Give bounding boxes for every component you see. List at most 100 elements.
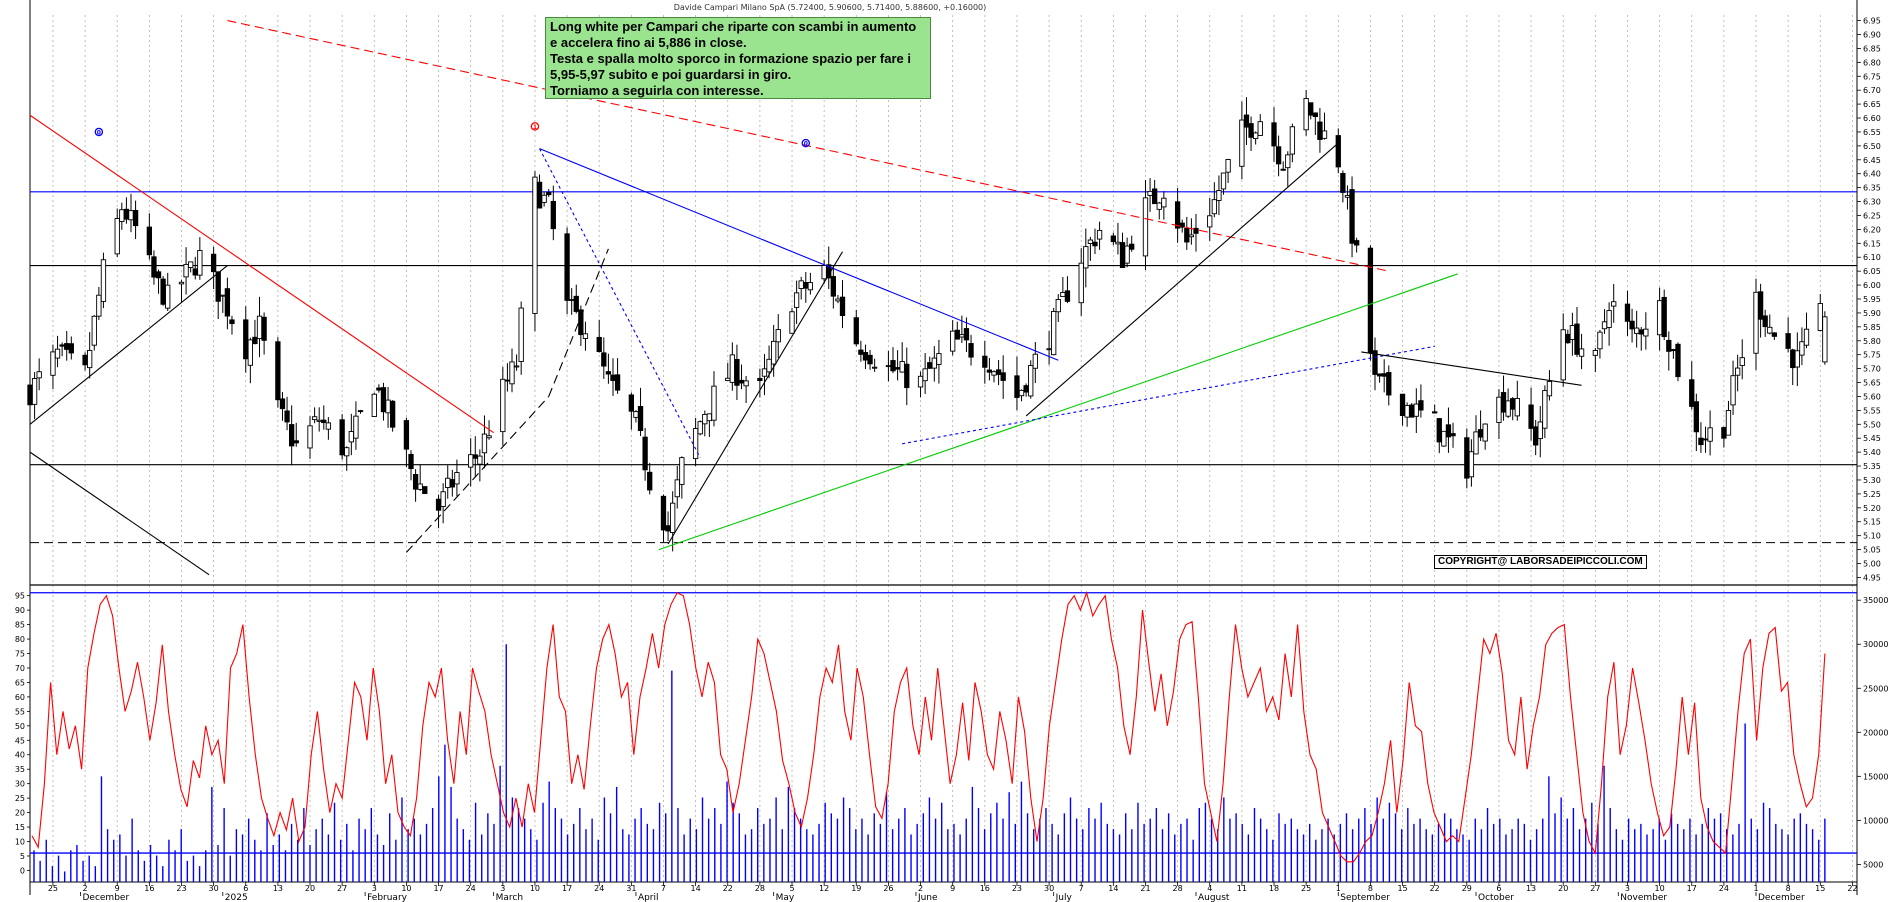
oscillator-tick-label: 45 [15, 736, 25, 745]
note-line-5: Torniamo a seguirla con interesse. [550, 83, 764, 98]
candle-up [1514, 398, 1520, 417]
candle-up [1606, 310, 1612, 328]
candle-down [27, 384, 33, 406]
candle-down [1702, 438, 1709, 441]
price-tick-label: 5.90 [1863, 309, 1881, 318]
candle-up [344, 447, 350, 457]
candle-down [1565, 333, 1571, 344]
candle-up [1560, 329, 1566, 381]
candle-up [1441, 430, 1447, 447]
candle-down [660, 495, 667, 531]
price-tick-label: 5.75 [1863, 351, 1881, 360]
trend-line [29, 114, 494, 434]
date-tick-label: 20 [1558, 884, 1568, 893]
trend-line [902, 345, 1435, 445]
candle-down [1353, 240, 1360, 246]
candle-up [1822, 316, 1828, 363]
oscillator-tick-label: 55 [15, 707, 25, 716]
candle-up [1569, 325, 1576, 340]
candle-up [1188, 234, 1195, 238]
candle-up [1018, 389, 1025, 397]
oscillator-tick-label: 20 [15, 809, 25, 818]
candle-up [917, 375, 924, 388]
candle-up [220, 294, 226, 297]
candle-down [546, 192, 552, 196]
price-tick-label: 6.10 [1863, 253, 1881, 262]
candle-down [389, 400, 396, 428]
price-tick-label: 5.40 [1863, 448, 1881, 457]
candle-up [936, 353, 942, 365]
candle-up [31, 378, 38, 405]
candle-down [293, 440, 299, 444]
candle-up [100, 259, 107, 302]
month-label: 2025 [225, 893, 248, 902]
candle-up [541, 194, 547, 203]
oscillator-tick-label: 40 [15, 751, 25, 760]
date-tick-label: 1 [1336, 884, 1341, 893]
candle-up [1817, 303, 1823, 331]
price-tick-label: 6.80 [1863, 58, 1881, 67]
date-tick-label: 16 [144, 884, 154, 893]
date-tick-label: 6 [1496, 884, 1501, 893]
candle-up [1051, 310, 1057, 356]
date-tick-label: 28 [1173, 884, 1183, 893]
date-tick-label: 10 [401, 884, 411, 893]
candle-up [1404, 405, 1410, 418]
candle-up [1303, 98, 1309, 131]
candle-down [803, 282, 809, 289]
candle-up [87, 349, 93, 369]
candle-up [1028, 365, 1034, 397]
candle-up [1285, 154, 1291, 169]
candle-down [1790, 349, 1796, 369]
volume-tick-label: 20000 [1863, 728, 1888, 737]
candle-down [1574, 323, 1580, 355]
date-tick-label: 10 [530, 884, 540, 893]
price-tick-label: 6.90 [1863, 30, 1881, 39]
candle-up [197, 250, 203, 276]
price-tick-label: 5.65 [1863, 379, 1881, 388]
candle-up [1211, 199, 1217, 215]
trend-line [658, 273, 1458, 551]
oscillator-tick-label: 0 [20, 866, 25, 875]
price-tick-label: 6.30 [1863, 198, 1881, 207]
candle-down [1464, 437, 1470, 479]
volume-tick-label: 35000 [1863, 596, 1888, 605]
candle-up [247, 339, 253, 366]
price-tick-label: 5.25 [1863, 490, 1881, 499]
candle-down [1308, 102, 1314, 116]
candle-up [1096, 229, 1103, 240]
date-tick-label: 9 [115, 884, 120, 893]
month-label: December [1758, 893, 1805, 902]
candle-down [1528, 404, 1534, 429]
candle-up [766, 358, 772, 373]
candle-down [59, 344, 65, 347]
candle-down [1418, 400, 1424, 411]
candle-up [1253, 132, 1259, 140]
candle-up [348, 431, 354, 443]
date-tick-label: 31 [626, 884, 636, 893]
candle-up [835, 298, 841, 302]
candle-down [647, 471, 653, 491]
candle-down [665, 525, 671, 532]
month-label: May [776, 893, 795, 902]
candlesticks [27, 89, 1828, 552]
candle-up [481, 433, 488, 454]
trend-line [539, 148, 1059, 361]
candle-up [702, 413, 708, 425]
date-tick-label: 17 [1687, 884, 1697, 893]
date-tick-label: 30 [209, 884, 219, 893]
candle-up [500, 378, 506, 433]
date-tick-label: 22 [1847, 884, 1857, 893]
candle-down [422, 486, 428, 494]
date-tick-label: 4 [1207, 884, 1212, 893]
oscillator-tick-label: 65 [15, 678, 25, 687]
candle-up [417, 483, 423, 490]
candle-down [954, 329, 960, 340]
candle-down [408, 453, 414, 470]
candle-down [1349, 189, 1355, 244]
candle-down [403, 420, 410, 450]
candle-up [821, 265, 827, 280]
date-tick-label: 14 [1108, 884, 1118, 893]
candle-down [380, 387, 387, 413]
candle-down [995, 369, 1002, 375]
